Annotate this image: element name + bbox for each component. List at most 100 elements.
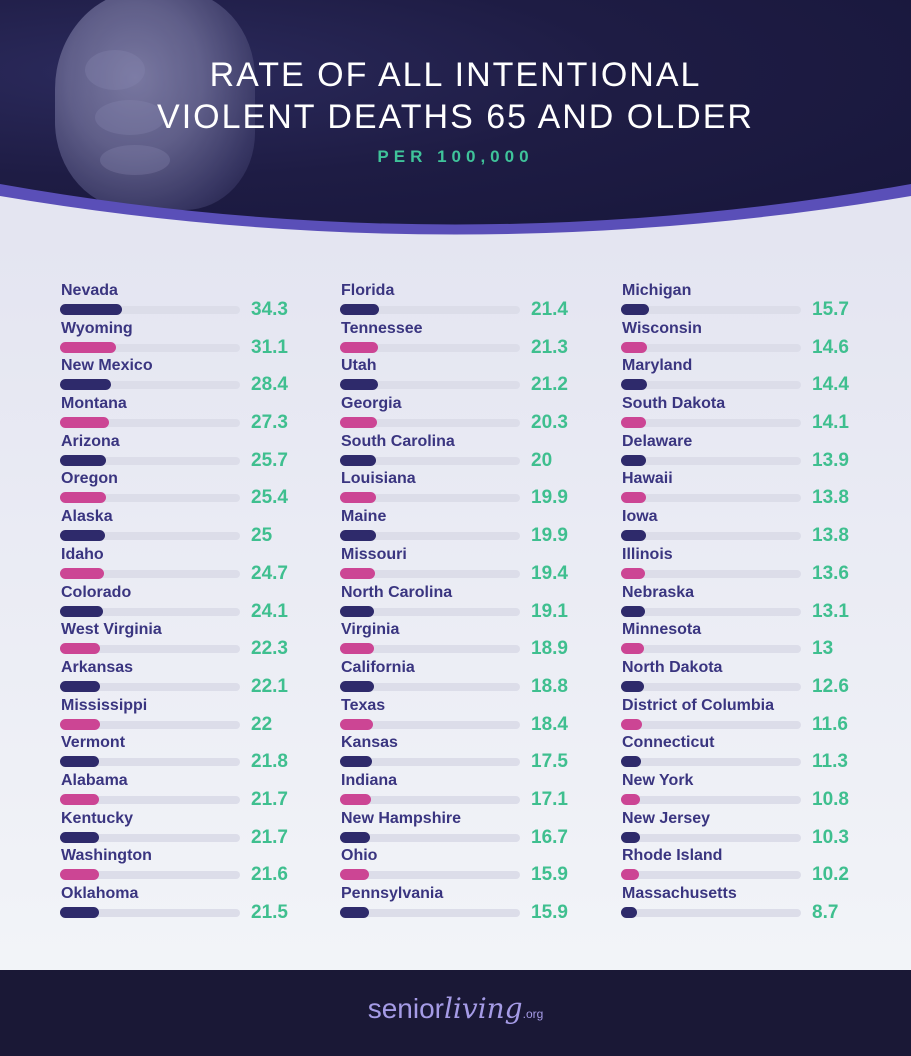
bar-track: [340, 419, 520, 428]
value-label: 13.1: [812, 600, 849, 622]
value-label: 24.1: [251, 600, 288, 622]
bar-track: [60, 532, 240, 541]
bar-track: [621, 494, 801, 503]
chart-row: Pennsylvania 15.9: [340, 883, 610, 923]
chart-row: Iowa 13.8: [621, 506, 891, 546]
logo-senior: senior: [367, 993, 444, 1024]
chart-row: Connecticut 11.3: [621, 732, 891, 772]
value-label: 13.9: [812, 449, 849, 471]
state-label: Minnesota: [622, 621, 702, 639]
chart-row: Arizona 25.7: [60, 431, 330, 471]
value-label: 25.7: [251, 449, 288, 471]
chart-row: Nebraska 13.1: [621, 582, 891, 622]
state-label: District of Columbia: [622, 696, 775, 714]
state-label: Georgia: [341, 395, 402, 413]
chart-row: Montana 27.3: [60, 393, 330, 434]
logo-org: .org: [522, 1007, 544, 1021]
bar: [621, 793, 641, 805]
bar-track: [340, 682, 520, 691]
bar: [340, 454, 376, 466]
value-label: 21.5: [251, 902, 288, 923]
value-label: 14.6: [812, 336, 849, 358]
chart-row: Massachusetts 8.7: [621, 883, 891, 923]
chart-row: Arkansas 22.1: [60, 657, 330, 697]
chart-row: Texas 18.4: [340, 695, 610, 735]
bar-track: [60, 607, 240, 616]
value-label: 15.7: [812, 299, 849, 320]
state-label: New Hampshire: [341, 809, 462, 827]
state-label: Rhode Island: [622, 847, 723, 865]
bar-track: [340, 456, 520, 465]
chart-row: Hawaii 13.8: [621, 468, 891, 508]
bar: [621, 869, 640, 881]
value-label: 19.1: [531, 600, 568, 622]
chart-row: Maine 19.9: [340, 506, 610, 546]
chart-row: New Hampshire 16.7: [340, 808, 610, 848]
chart-row: Delaware 13.9: [621, 431, 891, 471]
bar-track: [621, 645, 801, 654]
bar-track: [621, 758, 801, 767]
value-label: 31.1: [251, 336, 288, 358]
value-label: 21.6: [251, 864, 288, 886]
value-label: 21.4: [531, 299, 568, 320]
bar-track: [60, 682, 240, 691]
bar: [340, 530, 376, 542]
state-label: Vermont: [61, 734, 126, 752]
bar-track: [60, 758, 240, 767]
chart-row: Kentucky 21.7: [60, 808, 330, 848]
state-label: Nevada: [61, 282, 118, 299]
bar-track: [340, 343, 520, 352]
bar-track: [340, 795, 520, 804]
bar: [621, 341, 648, 353]
bar-track: [621, 419, 801, 428]
bar-track: [60, 720, 240, 729]
state-label: Louisiana: [341, 470, 416, 488]
chart-row: Rhode Island 10.2: [621, 845, 891, 885]
value-label: 19.9: [531, 487, 568, 509]
bar-track: [340, 607, 520, 616]
value-label: 22.1: [251, 675, 288, 697]
bar: [340, 793, 371, 805]
bar: [340, 304, 379, 315]
seniorliving-logo: seniorliving.org: [0, 992, 911, 1025]
bar: [60, 718, 100, 730]
bar: [60, 567, 105, 579]
bar: [340, 567, 375, 579]
value-label: 27.3: [251, 412, 288, 434]
value-label: 16.7: [531, 826, 568, 848]
bar-track: [621, 343, 801, 352]
state-label: New Jersey: [622, 809, 711, 827]
chart-row: Idaho 24.7: [60, 544, 330, 584]
bar: [621, 643, 645, 655]
state-label: Alabama: [61, 771, 128, 789]
value-label: 21.7: [251, 826, 288, 848]
state-label: Illinois: [622, 545, 673, 563]
bar: [60, 341, 116, 353]
bar-track: [621, 607, 801, 616]
bar: [340, 756, 372, 768]
chart-row: Kansas 17.5: [340, 732, 610, 773]
bar-track: [60, 833, 240, 842]
state-label: Massachusetts: [622, 885, 737, 902]
bar-track: [621, 456, 801, 465]
column-1: Nevada 34.3 Wyoming 31.1 New Mexico 28.4 Monta…: [60, 280, 330, 923]
bar: [340, 379, 379, 391]
bar: [60, 605, 104, 617]
chart-title-line1: RATE OF ALL INTENTIONAL: [209, 56, 702, 94]
bar: [621, 379, 647, 391]
value-label: 13.6: [812, 562, 849, 584]
state-label: Virginia: [341, 621, 400, 639]
bar: [60, 756, 100, 768]
bar: [621, 530, 646, 542]
state-label: South Dakota: [622, 395, 726, 413]
bar: [60, 379, 112, 391]
bar: [60, 530, 105, 542]
state-label: Utah: [341, 357, 377, 375]
bar-track: [60, 456, 240, 465]
state-label: Hawaii: [622, 470, 673, 488]
state-label: Maryland: [622, 357, 693, 375]
state-label: Texas: [341, 696, 386, 714]
value-label: 17.5: [531, 751, 568, 773]
state-label: Indiana: [341, 771, 398, 789]
state-label: Nebraska: [622, 583, 695, 601]
